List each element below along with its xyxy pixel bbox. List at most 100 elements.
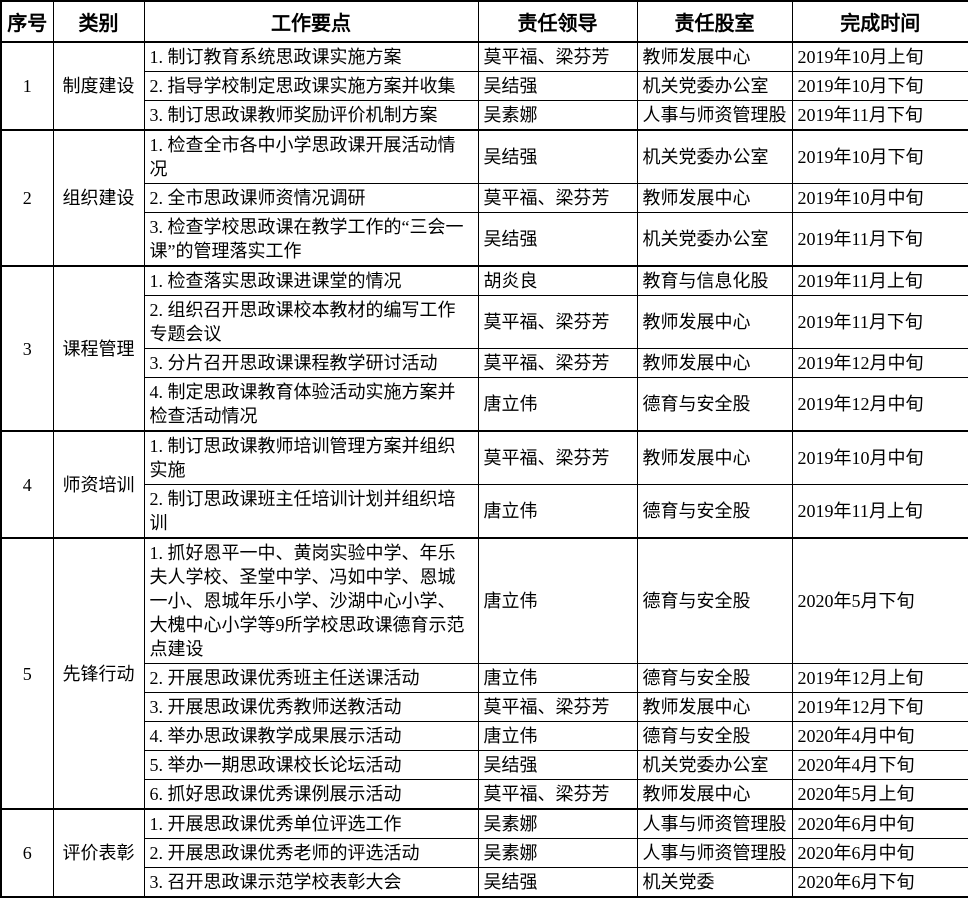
table-row: 2. 制订思政课班主任培训计划并组织培训 唐立伟 德育与安全股 2019年11月上旬 <box>1 484 968 539</box>
col-header-time: 完成时间 <box>791 0 968 43</box>
category-index-cell: 1 <box>0 41 54 131</box>
leader-cell: 吴结强 <box>477 212 638 267</box>
time-cell: 2019年11月上旬 <box>791 484 968 539</box>
category-index-cell: 4 <box>0 430 54 539</box>
time-cell: 2019年12月下旬 <box>791 692 968 722</box>
col-header-department: 责任股室 <box>636 0 793 43</box>
table-row: 2. 开展思政课优秀老师的评选活动 吴素娜 人事与师资管理股 2020年6月中旬 <box>1 838 968 868</box>
table-row: 2. 全市思政课师资情况调研 莫平福、梁芬芳 教师发展中心 2019年10月中旬 <box>1 183 968 213</box>
leader-cell: 莫平福、梁芬芳 <box>477 692 638 722</box>
department-cell: 人事与师资管理股 <box>636 100 793 131</box>
department-cell: 教师发展中心 <box>636 779 793 810</box>
leader-cell: 吴素娜 <box>477 808 638 839</box>
leader-cell: 莫平福、梁芬芳 <box>477 430 638 485</box>
time-cell: 2020年4月下旬 <box>791 750 968 780</box>
task-cell: 2. 组织召开思政课校本教材的编写工作专题会议 <box>143 295 479 349</box>
table-row: 5. 举办一期思政课校长论坛活动 吴结强 机关党委办公室 2020年4月下旬 <box>1 750 968 780</box>
department-cell: 机关党委办公室 <box>636 71 793 101</box>
department-cell: 机关党委 <box>636 867 793 898</box>
task-cell: 3. 检查学校思政课在教学工作的“三会一课”的管理落实工作 <box>143 212 479 267</box>
time-cell: 2019年11月下旬 <box>791 295 968 349</box>
leader-cell: 莫平福、梁芬芳 <box>477 183 638 213</box>
department-cell: 德育与安全股 <box>636 663 793 693</box>
task-cell: 1. 开展思政课优秀单位评选工作 <box>143 808 479 839</box>
task-cell: 1. 抓好恩平一中、黄岗实验中学、年乐夫人学校、圣堂中学、冯如中学、恩城一小、恩… <box>143 537 479 664</box>
department-cell: 教育与信息化股 <box>636 265 793 296</box>
leader-cell: 唐立伟 <box>477 721 638 751</box>
task-cell: 3. 召开思政课示范学校表彰大会 <box>143 867 479 898</box>
department-cell: 教师发展中心 <box>636 295 793 349</box>
leader-cell: 唐立伟 <box>477 537 638 664</box>
col-header-task: 工作要点 <box>143 0 479 43</box>
department-cell: 教师发展中心 <box>636 41 793 72</box>
leader-cell: 胡炎良 <box>477 265 638 296</box>
time-cell: 2019年10月上旬 <box>791 41 968 72</box>
department-cell: 机关党委办公室 <box>636 212 793 267</box>
time-cell: 2020年6月中旬 <box>791 808 968 839</box>
time-cell: 2019年10月中旬 <box>791 183 968 213</box>
category-name-cell: 师资培训 <box>52 430 145 539</box>
leader-cell: 唐立伟 <box>477 663 638 693</box>
task-cell: 1. 检查全市各中小学思政课开展活动情况 <box>143 129 479 184</box>
leader-cell: 唐立伟 <box>477 377 638 432</box>
col-header-leader: 责任领导 <box>477 0 638 43</box>
task-cell: 2. 全市思政课师资情况调研 <box>143 183 479 213</box>
department-cell: 教师发展中心 <box>636 692 793 722</box>
leader-cell: 吴结强 <box>477 129 638 184</box>
leader-cell: 吴素娜 <box>477 838 638 868</box>
table-row: 1 制度建设 1. 制订教育系统思政课实施方案 莫平福、梁芬芳 教师发展中心 2019年1… <box>0 41 968 131</box>
category-name-cell: 课程管理 <box>52 265 145 432</box>
header-row: 序号 类别 工作要点 责任领导 责任股室 完成时间 <box>0 0 968 43</box>
task-cell: 1. 制订思政课教师培训管理方案并组织实施 <box>143 430 479 485</box>
table-row: 4. 制定思政课教育体验活动实施方案并检查活动情况 唐立伟 德育与安全股 2019年1… <box>1 377 968 432</box>
table-row: 4 师资培训 1. 制订思政课教师培训管理方案并组织实施 莫平福、梁芬芳 教师发展中心 2… <box>0 430 968 539</box>
task-cell: 3. 制订思政课教师奖励评价机制方案 <box>143 100 479 131</box>
time-cell: 2019年11月上旬 <box>791 265 968 296</box>
task-cell: 3. 开展思政课优秀教师送教活动 <box>143 692 479 722</box>
time-cell: 2020年6月中旬 <box>791 838 968 868</box>
table-row: 3. 召开思政课示范学校表彰大会 吴结强 机关党委 2020年6月下旬 <box>1 867 968 898</box>
task-cell: 2. 制订思政课班主任培训计划并组织培训 <box>143 484 479 539</box>
task-cell: 3. 分片召开思政课课程教学研讨活动 <box>143 348 479 378</box>
table-row: 5 先锋行动 1. 抓好恩平一中、黄岗实验中学、年乐夫人学校、圣堂中学、冯如中学、恩… <box>0 537 968 810</box>
col-header-index: 序号 <box>0 0 54 43</box>
category-index-cell: 5 <box>0 537 54 810</box>
department-cell: 机关党委办公室 <box>636 750 793 780</box>
category-name-cell: 组织建设 <box>52 129 145 267</box>
time-cell: 2019年12月中旬 <box>791 377 968 432</box>
task-cell: 4. 制定思政课教育体验活动实施方案并检查活动情况 <box>143 377 479 432</box>
time-cell: 2019年12月中旬 <box>791 348 968 378</box>
time-cell: 2019年12月上旬 <box>791 663 968 693</box>
task-cell: 1. 制订教育系统思政课实施方案 <box>143 41 479 72</box>
department-cell: 德育与安全股 <box>636 537 793 664</box>
time-cell: 2019年10月中旬 <box>791 430 968 485</box>
task-cell: 1. 检查落实思政课进课堂的情况 <box>143 265 479 296</box>
leader-cell: 吴结强 <box>477 750 638 780</box>
department-cell: 教师发展中心 <box>636 183 793 213</box>
table-row: 3. 分片召开思政课课程教学研讨活动 莫平福、梁芬芳 教师发展中心 2019年12月中… <box>1 348 968 378</box>
time-cell: 2019年11月下旬 <box>791 100 968 131</box>
category-name-cell: 先锋行动 <box>52 537 145 810</box>
table-row: 4. 举办思政课教学成果展示活动 唐立伟 德育与安全股 2020年4月中旬 <box>1 721 968 751</box>
time-cell: 2020年5月下旬 <box>791 537 968 664</box>
table-row: 2 组织建设 1. 检查全市各中小学思政课开展活动情况 吴结强 机关党委办公室 2019年… <box>0 129 968 267</box>
table-row: 3. 制订思政课教师奖励评价机制方案 吴素娜 人事与师资管理股 2019年11月下旬 <box>1 100 968 131</box>
category-index-cell: 6 <box>0 808 54 898</box>
leader-cell: 莫平福、梁芬芳 <box>477 295 638 349</box>
category-name-cell: 评价表彰 <box>52 808 145 898</box>
task-cell: 5. 举办一期思政课校长论坛活动 <box>143 750 479 780</box>
leader-cell: 莫平福、梁芬芳 <box>477 779 638 810</box>
department-cell: 人事与师资管理股 <box>636 838 793 868</box>
table-header: 序号 类别 工作要点 责任领导 责任股室 完成时间 <box>0 0 968 43</box>
table-row: 3. 检查学校思政课在教学工作的“三会一课”的管理落实工作 吴结强 机关党委办公室 2… <box>1 212 968 267</box>
leader-cell: 唐立伟 <box>477 484 638 539</box>
time-cell: 2020年6月下旬 <box>791 867 968 898</box>
task-cell: 2. 开展思政课优秀班主任送课活动 <box>143 663 479 693</box>
task-cell: 2. 开展思政课优秀老师的评选活动 <box>143 838 479 868</box>
table-row: 2. 组织召开思政课校本教材的编写工作专题会议 莫平福、梁芬芳 教师发展中心 2019… <box>1 295 968 349</box>
task-cell: 2. 指导学校制定思政课实施方案并收集 <box>143 71 479 101</box>
time-cell: 2019年10月下旬 <box>791 71 968 101</box>
leader-cell: 吴素娜 <box>477 100 638 131</box>
